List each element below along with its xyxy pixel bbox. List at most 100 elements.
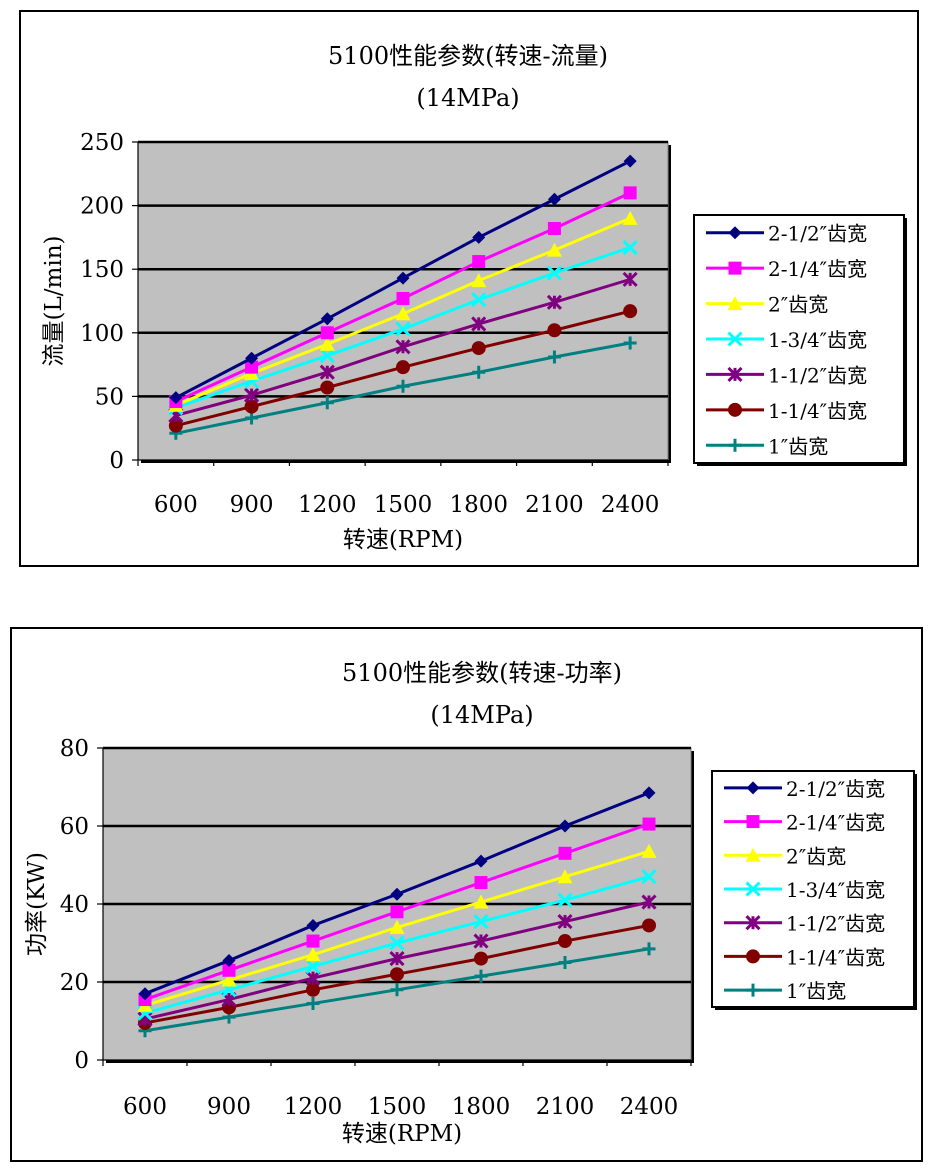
legend-marker bbox=[745, 915, 761, 931]
data-point bbox=[244, 399, 259, 414]
data-point bbox=[244, 387, 260, 403]
legend-entry: 2-1/2″齿宽 bbox=[706, 222, 867, 246]
data-point bbox=[319, 336, 335, 351]
data-point bbox=[306, 996, 320, 1010]
data-point bbox=[472, 255, 486, 269]
data-point bbox=[547, 221, 561, 235]
data-point bbox=[396, 291, 410, 305]
legend-entry: 1″齿宽 bbox=[724, 979, 846, 1003]
y-tick-label: 100 bbox=[80, 321, 124, 347]
data-point bbox=[389, 935, 405, 951]
legend-marker bbox=[728, 226, 742, 240]
data-point bbox=[168, 418, 183, 433]
data-point bbox=[546, 265, 562, 281]
x-tick-label: 600 bbox=[154, 492, 198, 518]
y-axis-label: 功率(KW) bbox=[24, 852, 50, 956]
legend-label: 2″齿宽 bbox=[786, 844, 846, 868]
data-point bbox=[474, 854, 488, 868]
data-point bbox=[169, 391, 183, 405]
legend-entry: 2-1/4″齿宽 bbox=[724, 811, 885, 835]
data-point bbox=[474, 969, 488, 983]
y-tick-label: 0 bbox=[74, 1048, 89, 1074]
x-tick-label: 1500 bbox=[368, 1094, 427, 1120]
data-point bbox=[472, 230, 486, 244]
chart-panel-flow: 5100性能参数(转速-流量) (14MPa) 0 50 100 150 200 250 600… bbox=[19, 10, 919, 567]
data-point bbox=[641, 843, 657, 858]
data-point bbox=[558, 956, 572, 969]
legend-marker bbox=[745, 847, 761, 862]
series-group bbox=[138, 786, 656, 1001]
data-point bbox=[471, 273, 487, 288]
data-point bbox=[245, 411, 259, 425]
data-point bbox=[642, 786, 656, 800]
data-point bbox=[306, 934, 320, 948]
legend-label: 2-1/2″齿宽 bbox=[786, 777, 885, 801]
x-tick-label: 1200 bbox=[284, 1094, 343, 1120]
flow-chart-svg: 5100性能参数(转速-流量) (14MPa) 0 50 100 150 200 250 600… bbox=[41, 42, 907, 553]
chart-panel-power: 5100性能参数(转速-功率) (14MPa) 0 20 40 60 80 600 900 120… bbox=[10, 627, 923, 1162]
legend-label: 2″齿宽 bbox=[768, 293, 828, 317]
x-axis-label: 转速(RPM) bbox=[343, 527, 463, 553]
series-group bbox=[137, 843, 657, 1012]
chart-title: 5100性能参数(转速-流量) bbox=[328, 42, 608, 70]
x-tick-label: 2100 bbox=[536, 1094, 595, 1120]
data-point bbox=[305, 958, 321, 974]
legend-entry: 1-1/4″齿宽 bbox=[706, 399, 867, 423]
data-point bbox=[245, 360, 259, 374]
data-point bbox=[221, 972, 237, 987]
legend-entry: 2″齿宽 bbox=[724, 844, 846, 868]
legend-marker bbox=[727, 331, 743, 347]
y-tick-label: 60 bbox=[60, 814, 89, 840]
data-point bbox=[558, 846, 572, 860]
data-point bbox=[557, 869, 573, 884]
legend-marker bbox=[746, 983, 760, 997]
legend-entry: 2-1/4″齿宽 bbox=[706, 257, 867, 281]
y-tick-label: 50 bbox=[95, 384, 124, 410]
y-axis-label: 流量(L/min) bbox=[41, 236, 67, 367]
legend-label: 1-1/2″齿宽 bbox=[768, 363, 867, 387]
data-point bbox=[641, 894, 657, 910]
data-point bbox=[622, 271, 638, 287]
series-group bbox=[168, 240, 638, 416]
legend-entry: 1-3/4″齿宽 bbox=[706, 328, 867, 352]
data-point bbox=[320, 312, 334, 326]
data-point bbox=[473, 894, 489, 909]
data-point bbox=[320, 396, 334, 410]
x-tick-label: 600 bbox=[123, 1094, 167, 1120]
data-point bbox=[320, 326, 334, 340]
data-point bbox=[390, 887, 404, 901]
legend-label: 1-1/4″齿宽 bbox=[768, 399, 867, 423]
data-point bbox=[547, 192, 561, 206]
data-point bbox=[396, 379, 410, 393]
data-point bbox=[245, 351, 259, 365]
legend-entry: 1-1/2″齿宽 bbox=[706, 363, 867, 387]
legend-label: 1″齿宽 bbox=[768, 434, 828, 458]
x-tick-label: 2100 bbox=[525, 492, 584, 518]
data-point bbox=[558, 819, 572, 833]
data-point bbox=[396, 360, 410, 375]
data-point bbox=[622, 240, 638, 256]
data-point bbox=[472, 365, 486, 379]
data-point bbox=[395, 321, 411, 337]
data-point bbox=[305, 947, 321, 962]
chart-subtitle: (14MPa) bbox=[430, 701, 533, 729]
data-point bbox=[306, 918, 320, 932]
data-point bbox=[473, 913, 489, 930]
legend-marker bbox=[728, 438, 742, 452]
series-group bbox=[169, 154, 637, 405]
data-point bbox=[222, 963, 236, 977]
series-group bbox=[168, 271, 638, 424]
data-point bbox=[622, 210, 638, 225]
legend-entry: 1″齿宽 bbox=[706, 434, 828, 458]
x-tick-label: 900 bbox=[207, 1094, 251, 1120]
data-point bbox=[474, 951, 488, 966]
y-tick-label: 20 bbox=[60, 970, 89, 996]
y-tick-label: 40 bbox=[60, 892, 89, 918]
x-tick-label: 1500 bbox=[374, 492, 433, 518]
data-point bbox=[390, 905, 404, 919]
data-point bbox=[557, 913, 573, 930]
y-tick-label: 250 bbox=[80, 130, 124, 156]
chart-subtitle: (14MPa) bbox=[416, 84, 519, 112]
legend-label: 2-1/2″齿宽 bbox=[768, 222, 867, 246]
x-tick-label: 900 bbox=[230, 492, 274, 518]
